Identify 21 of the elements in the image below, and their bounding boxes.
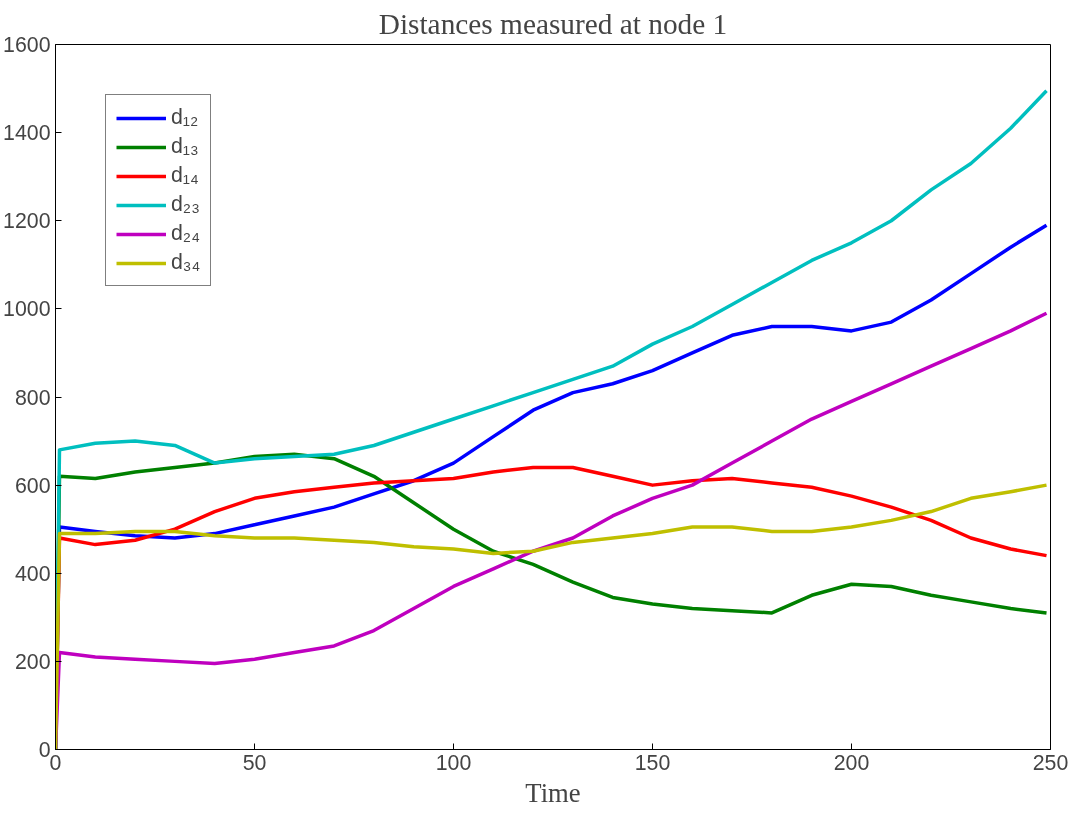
legend-label: d₃₄ xyxy=(171,250,201,275)
x-axis-title: Time xyxy=(525,777,581,808)
legend-label: d₁₂ xyxy=(171,105,199,130)
x-tick-label: 250 xyxy=(1032,750,1069,775)
legend-label: d₂₃ xyxy=(171,192,200,217)
legend-label: d₂₄ xyxy=(171,221,200,246)
y-tick-label: 1200 xyxy=(3,209,51,234)
y-tick-label: 400 xyxy=(14,561,51,586)
legend-label: d₁₄ xyxy=(171,163,199,188)
x-tick-label: 150 xyxy=(634,750,671,775)
x-tick-label: 50 xyxy=(242,750,267,775)
y-tick-label: 200 xyxy=(14,649,51,674)
x-tick-label: 200 xyxy=(833,750,870,775)
legend-label: d₁₃ xyxy=(171,134,199,159)
x-tick-label: 100 xyxy=(435,750,472,775)
y-tick-label: 600 xyxy=(14,473,51,498)
y-tick-label: 800 xyxy=(14,385,51,410)
y-tick-label: 1000 xyxy=(3,297,51,322)
y-tick-label: 1600 xyxy=(3,33,51,57)
y-tick-label: 1400 xyxy=(3,121,51,146)
chart-title: Distances measured at node 1 xyxy=(378,7,728,40)
